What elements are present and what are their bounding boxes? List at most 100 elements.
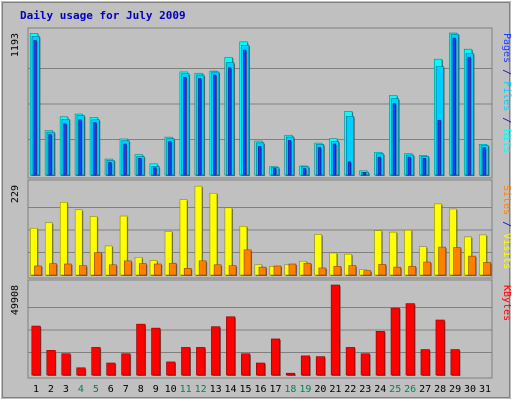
sites-bar [363, 270, 372, 276]
sites-bar [94, 252, 102, 276]
x-tick-label: 20 [314, 384, 326, 395]
pages-bar [213, 74, 217, 176]
sites-bar [378, 264, 387, 276]
chart-title: Daily usage for July 2009 [20, 9, 186, 22]
sites-bar [288, 263, 297, 276]
sites-bar [303, 262, 312, 276]
pages-bar [272, 168, 277, 176]
x-tick-label: 26 [404, 384, 416, 395]
kbytes-bar [46, 350, 56, 376]
kbytes-bar [360, 353, 370, 376]
sites-bar [468, 255, 476, 276]
pages-bar [377, 156, 381, 176]
sites-bar [408, 266, 416, 276]
kbytes-bar [300, 355, 311, 376]
sites-bar [183, 268, 192, 276]
pages-bar [422, 158, 426, 176]
pages-bar [392, 103, 396, 176]
x-tick-label: 28 [434, 384, 446, 395]
x-tick-label: 31 [479, 384, 491, 395]
sites-bar [124, 260, 132, 276]
pages-bar [437, 119, 441, 176]
panels: 1193 Pages / Files / Hits 229 Sites / Visit… [10, 27, 512, 379]
legend-part: / [501, 215, 512, 233]
kbytes-bar [196, 347, 206, 376]
panel-kbytes-legend: KBytes [501, 285, 512, 321]
pages-bar [347, 161, 352, 176]
sites-bar [273, 265, 282, 276]
x-tick-label: 14 [225, 384, 237, 395]
kbytes-bar [211, 326, 221, 376]
pages-bar [48, 134, 52, 176]
kbytes-bar [390, 307, 400, 376]
panel-visits-sites-ymax-label: 229 [10, 185, 21, 203]
kbytes-bar [420, 349, 430, 376]
sites-bar [64, 263, 72, 276]
panel-hits-files-pages-legend: Pages / Files / Hits [501, 33, 512, 153]
visits-bar [314, 234, 322, 276]
visits-bar [404, 229, 412, 276]
x-tick-label: 22 [344, 384, 356, 395]
pages-bar [198, 78, 202, 176]
kbytes-bar [241, 353, 251, 376]
visits-bar [194, 185, 203, 276]
x-tick-label: 6 [108, 384, 114, 395]
legend-part: Hits [501, 129, 512, 153]
pages-bar [138, 158, 142, 176]
kbytes-bar [435, 319, 445, 376]
pages-bar [153, 167, 157, 176]
x-tick-label: 15 [240, 384, 252, 395]
x-tick-label: 21 [329, 384, 341, 395]
kbytes-bar [226, 316, 236, 376]
visits-bar [344, 253, 352, 276]
kbytes-bar [76, 367, 86, 376]
pages-bar [332, 143, 337, 176]
x-tick-label: 29 [449, 384, 461, 395]
pages-bar [63, 123, 67, 176]
legend-part: / [501, 63, 512, 81]
visits-bar [329, 252, 337, 276]
x-tick-label: 27 [419, 384, 431, 395]
panel-visits-sites: 229 Sites / Visits [10, 179, 512, 279]
pages-bar [33, 40, 37, 176]
x-tick-label: 19 [299, 384, 311, 395]
legend-part: Sites [501, 185, 512, 215]
sites-bar [228, 265, 237, 276]
visits-bar [44, 222, 53, 276]
visits-bar [209, 192, 218, 276]
legend-part: KBytes [501, 285, 512, 321]
kbytes-bar [405, 303, 415, 376]
kbytes-bar [450, 349, 460, 376]
sites-bar [333, 266, 342, 276]
kbytes-bar [375, 331, 385, 376]
x-tick-label: 1 [33, 384, 39, 395]
pages-bar [407, 156, 411, 176]
pages-bar [467, 56, 471, 176]
kbytes-bar [270, 338, 281, 376]
visits-bar [89, 216, 98, 276]
visits-bar [434, 203, 442, 276]
kbytes-bar [61, 353, 71, 376]
kbytes-bar [151, 327, 161, 376]
panel-kbytes: 49908 KBytes [10, 279, 512, 379]
legend-part: Files [501, 81, 512, 111]
pages-bar [123, 143, 127, 176]
pages-bar [452, 37, 456, 176]
kbytes-bar [256, 362, 266, 376]
legend-part: / [501, 111, 512, 129]
x-tick-label: 12 [195, 384, 207, 395]
x-axis-day-labels: 1 2 3 4 5 6 7 8 9 10 11 12 13 14 15 16 17 18 19 20 21 22 23 24 2… [33, 384, 491, 395]
pages-bar [168, 141, 172, 176]
x-tick-label: 2 [48, 384, 54, 395]
x-tick-label: 25 [389, 384, 401, 395]
sites-bar [79, 265, 87, 276]
x-tick-label: 30 [464, 384, 476, 395]
x-tick-label: 11 [180, 384, 192, 395]
pages-bar [317, 147, 322, 176]
x-tick-label: 16 [254, 384, 266, 395]
visits-bar [179, 199, 188, 276]
panel-kbytes-ymax-label: 49908 [10, 285, 21, 315]
x-tick-label: 9 [153, 384, 159, 395]
